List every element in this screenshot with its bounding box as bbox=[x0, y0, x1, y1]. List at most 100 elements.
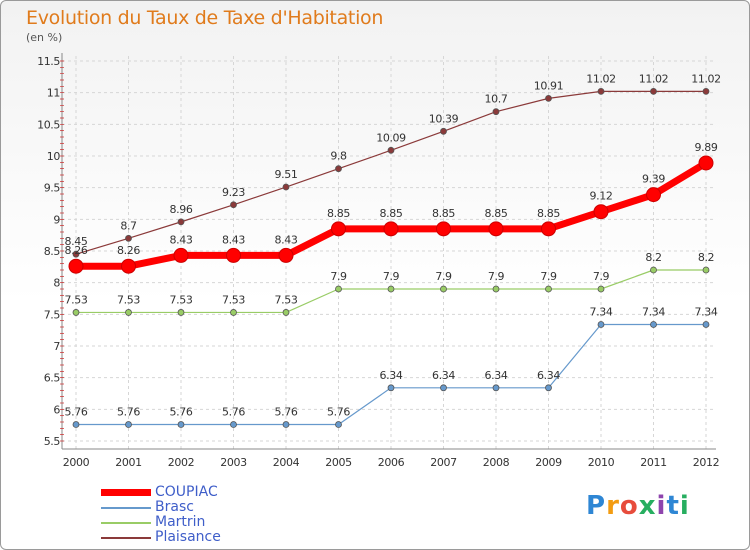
y-tick-label: 9 bbox=[53, 213, 60, 226]
data-point-martrin bbox=[387, 285, 395, 293]
data-point-plaisance bbox=[72, 250, 80, 258]
data-label-coupiac: 8.85 bbox=[485, 207, 508, 220]
data-label-brasc: 6.34 bbox=[537, 369, 560, 382]
data-point-martrin bbox=[702, 266, 710, 274]
data-label-martrin: 7.53 bbox=[117, 293, 140, 306]
legend-label: COUPIAC bbox=[155, 484, 218, 500]
x-tick-label: 2010 bbox=[588, 456, 615, 469]
data-point-plaisance bbox=[335, 165, 342, 173]
data-label-plaisance: 8.45 bbox=[65, 235, 88, 248]
data-label-coupiac: 9.12 bbox=[590, 190, 613, 203]
data-point-brasc bbox=[230, 421, 237, 428]
x-tick-label: 2011 bbox=[640, 456, 666, 469]
data-point-brasc bbox=[650, 321, 657, 328]
data-point-coupiac bbox=[68, 258, 84, 274]
x-tick-label: 2007 bbox=[430, 456, 457, 469]
data-point-coupiac bbox=[278, 247, 294, 263]
y-tick-label: 6.5 bbox=[44, 372, 61, 385]
logo-letter: r bbox=[606, 491, 620, 521]
data-label-brasc: 6.34 bbox=[380, 369, 403, 382]
data-label-coupiac: 8.43 bbox=[222, 233, 245, 246]
x-tick-label: 2002 bbox=[168, 456, 194, 469]
data-point-brasc bbox=[177, 421, 185, 428]
data-label-coupiac: 8.85 bbox=[537, 207, 560, 220]
logo-letter: o bbox=[619, 491, 639, 521]
data-point-brasc bbox=[282, 421, 290, 428]
y-tick-label: 8.5 bbox=[44, 245, 61, 258]
y-tick-label: 6 bbox=[53, 403, 60, 416]
data-label-brasc: 5.76 bbox=[117, 406, 140, 419]
data-label-plaisance: 9.51 bbox=[275, 168, 298, 181]
data-point-plaisance bbox=[440, 127, 447, 135]
data-point-brasc bbox=[440, 384, 447, 392]
y-tick-label: 7 bbox=[53, 340, 60, 353]
data-label-plaisance: 10.91 bbox=[534, 79, 564, 92]
data-point-plaisance bbox=[230, 201, 237, 209]
data-point-coupiac bbox=[226, 247, 241, 263]
data-label-plaisance: 9.23 bbox=[222, 186, 245, 199]
data-point-plaisance bbox=[125, 234, 132, 242]
data-point-coupiac bbox=[593, 204, 609, 220]
data-label-brasc: 5.76 bbox=[222, 406, 245, 419]
data-point-martrin bbox=[72, 309, 80, 316]
logo-letter: P bbox=[586, 491, 607, 521]
data-point-brasc bbox=[702, 321, 710, 328]
x-tick-label: 2012 bbox=[693, 456, 719, 469]
logo-letter: t bbox=[666, 491, 680, 521]
x-tick-label: 2001 bbox=[115, 456, 141, 469]
data-label-martrin: 7.53 bbox=[65, 293, 88, 306]
data-point-martrin bbox=[545, 285, 552, 293]
logo-letter: x bbox=[638, 491, 657, 521]
y-tick-label: 10 bbox=[47, 150, 61, 163]
legend-label: Brasc bbox=[155, 499, 194, 515]
data-label-plaisance: 8.7 bbox=[120, 219, 137, 232]
data-point-coupiac bbox=[436, 221, 451, 237]
x-tick-label: 2006 bbox=[378, 456, 405, 469]
data-point-coupiac bbox=[488, 221, 504, 237]
chart-title: Evolution du Taux de Taxe d'Habitation bbox=[26, 7, 384, 29]
data-label-martrin: 7.9 bbox=[540, 270, 557, 283]
y-tick-label: 8 bbox=[53, 277, 60, 290]
data-point-coupiac bbox=[698, 155, 714, 171]
data-point-coupiac bbox=[173, 247, 189, 263]
data-point-plaisance bbox=[282, 183, 290, 191]
data-label-martrin: 7.53 bbox=[275, 293, 298, 306]
x-tick-label: 2009 bbox=[535, 456, 562, 469]
y-tick-label: 10.5 bbox=[37, 118, 60, 131]
x-tick-label: 2008 bbox=[483, 456, 510, 469]
x-tick-label: 2003 bbox=[220, 456, 247, 469]
data-label-brasc: 5.76 bbox=[65, 406, 88, 419]
data-label-martrin: 7.53 bbox=[170, 293, 193, 306]
x-tick-label: 2004 bbox=[273, 456, 300, 469]
data-point-martrin bbox=[335, 285, 342, 293]
data-label-plaisance: 10.39 bbox=[429, 112, 459, 125]
data-point-martrin bbox=[282, 309, 290, 316]
data-label-martrin: 7.53 bbox=[222, 293, 245, 306]
data-label-martrin: 8.2 bbox=[698, 251, 714, 264]
data-point-martrin bbox=[650, 266, 657, 274]
data-point-coupiac bbox=[383, 221, 399, 237]
data-label-plaisance: 10.09 bbox=[376, 131, 406, 144]
data-label-plaisance: 10.7 bbox=[485, 93, 508, 106]
data-label-brasc: 5.76 bbox=[275, 406, 298, 419]
legend-swatch bbox=[101, 489, 151, 496]
data-label-coupiac: 8.43 bbox=[275, 233, 298, 246]
data-label-coupiac: 8.43 bbox=[170, 233, 193, 246]
data-label-martrin: 7.9 bbox=[435, 270, 452, 283]
data-point-brasc bbox=[387, 384, 395, 392]
data-label-brasc: 7.34 bbox=[590, 305, 613, 318]
data-point-brasc bbox=[125, 421, 132, 428]
data-label-brasc: 5.76 bbox=[170, 406, 193, 419]
data-point-brasc bbox=[545, 384, 552, 392]
data-label-martrin: 7.9 bbox=[593, 270, 610, 283]
data-point-plaisance bbox=[387, 146, 395, 154]
x-tick-label: 2005 bbox=[325, 456, 352, 469]
data-point-brasc bbox=[492, 384, 500, 392]
legend-swatch bbox=[101, 522, 151, 524]
data-label-brasc: 6.34 bbox=[432, 369, 455, 382]
data-point-brasc bbox=[335, 421, 342, 428]
data-point-plaisance bbox=[650, 88, 657, 95]
data-label-coupiac: 9.89 bbox=[695, 141, 718, 154]
